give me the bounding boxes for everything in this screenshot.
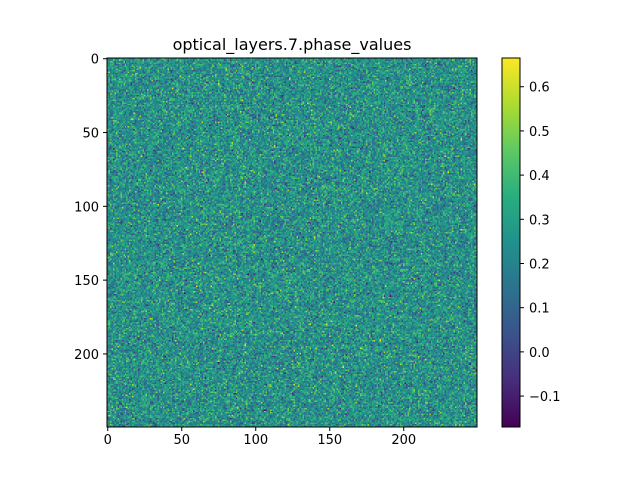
colorbar-tick-label: 0.5 [529, 125, 550, 140]
colorbar-gradient [502, 58, 520, 427]
chart-title: optical_layers.7.phase_values [173, 35, 412, 55]
colorbar-tick-label: 0.1 [529, 302, 550, 317]
y-tick-label: 0 [91, 53, 99, 68]
colorbar-tick-label: 0.4 [529, 169, 550, 184]
y-axis: 0 50 100 150 200 [74, 53, 107, 363]
colorbar-tick-label: 0.6 [529, 81, 550, 96]
colorbar-frame [501, 57, 521, 428]
y-tick-label: 150 [74, 274, 99, 289]
heatmap-plot [106, 57, 478, 428]
colorbar-tick-label: 0.2 [529, 257, 550, 272]
colorbar-tick-label: −0.1 [529, 390, 561, 405]
plot-frame [106, 57, 478, 428]
heatmap-image [107, 58, 477, 427]
y-tick-label: 100 [74, 200, 99, 215]
y-tick-label: 200 [74, 348, 99, 363]
colorbar: −0.1 0.0 0.1 0.2 0.3 0.4 0.5 0.6 [501, 57, 561, 428]
colorbar-tick-label: 0.3 [529, 213, 550, 228]
x-axis: 0 50 100 150 200 [104, 427, 416, 448]
x-tick-label: 150 [317, 433, 342, 448]
y-tick-label: 50 [82, 127, 99, 142]
x-tick-label: 50 [173, 433, 190, 448]
x-tick-label: 100 [243, 433, 268, 448]
colorbar-axis: −0.1 0.0 0.1 0.2 0.3 0.4 0.5 0.6 [520, 81, 561, 405]
colorbar-tick-label: 0.0 [529, 346, 550, 361]
x-tick-label: 0 [104, 433, 112, 448]
x-tick-label: 200 [391, 433, 416, 448]
